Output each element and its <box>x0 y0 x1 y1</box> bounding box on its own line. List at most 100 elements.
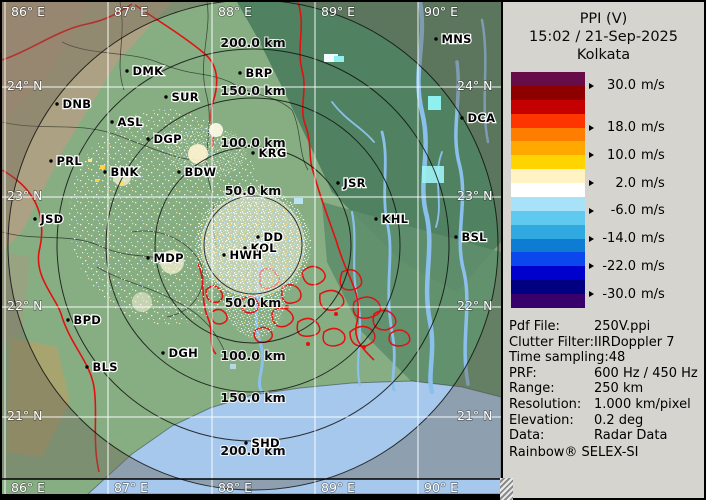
city-dot <box>85 365 89 369</box>
range-ring-label: 200.0 km <box>220 443 285 458</box>
legend-band <box>511 155 585 170</box>
city-label: BDW <box>185 165 217 179</box>
city-dot <box>33 217 37 221</box>
legend-tick-arrow-icon <box>589 124 594 131</box>
latitude-label: 24° N <box>457 78 492 93</box>
metadata-row: Pdf File: 250V.ppi <box>509 319 701 335</box>
city-label: DD <box>264 230 284 244</box>
longitude-label: 89° E <box>321 480 355 494</box>
city-dot <box>161 351 165 355</box>
metadata-key: Data: <box>509 428 545 444</box>
radar-map: 86° E 86° E 87° E 87° E 88° E 88° E 89° E 89° E… <box>2 2 501 494</box>
city-label: MDP <box>154 251 184 265</box>
legend-label: 30.0 m/s <box>589 78 665 93</box>
longitude-label: 89° E <box>321 4 355 19</box>
city-dot <box>374 217 378 221</box>
latitude-label: 24° N <box>7 78 42 93</box>
metadata-value: 0.2 deg <box>594 412 644 428</box>
legend-label: -22.0 m/s <box>589 259 665 274</box>
metadata-value: 48 <box>608 350 626 366</box>
city-label: DCA <box>468 111 496 125</box>
legend-tick-arrow-icon <box>589 152 594 159</box>
radar-map-canvas: 86° E 86° E 87° E 87° E 88° E 88° E 89° E 89° E… <box>2 2 501 494</box>
metadata-row: Elevation: 0.2 deg <box>509 413 701 429</box>
city-label: KRG <box>259 146 287 160</box>
velocity-colorbar <box>511 72 585 308</box>
city-dot <box>66 318 70 322</box>
city-dot <box>146 137 150 141</box>
metadata-row: Data: Radar Data <box>509 428 701 444</box>
metadata-key: PRF: <box>509 365 537 381</box>
station-name: Kolkata <box>576 47 631 63</box>
metadata-value: IIRDoppler 7 <box>594 334 675 350</box>
legend-band <box>511 72 585 86</box>
out-of-range-mask <box>2 2 501 490</box>
range-ring-labels: 200.0 km 150.0 km 100.0 km 50.0 km 50.0 km 10… <box>219 34 286 459</box>
longitude-label: 87° E <box>114 480 148 494</box>
resize-grip[interactable] <box>500 478 513 500</box>
legend-band <box>511 252 585 267</box>
city-dot <box>434 37 438 41</box>
longitude-label: 86° E <box>11 4 45 19</box>
metadata-value: Radar Data <box>594 428 668 444</box>
city-label: BPD <box>74 313 102 327</box>
product-metadata: Pdf File: 250V.ppi Clutter Filter: IIRDoppl… <box>509 319 701 460</box>
latitude-label: 23° N <box>7 188 42 203</box>
range-ring-label: 50.0 km <box>225 295 282 310</box>
longitude-label: 87° E <box>114 4 148 19</box>
city-dot <box>336 181 340 185</box>
velocity-legend-labels: 30.0 m/s 18.0 m/s 10.0 m/s 2.0 m/s -6.0 m/s -14.0 m… <box>503 2 704 498</box>
legend-band <box>511 113 585 128</box>
product-title: PPI (V) 15:02 / 21-Sep-2025 Kolkata <box>503 10 704 64</box>
legend-tick-arrow-icon <box>589 207 594 214</box>
city-dot <box>49 159 53 163</box>
product-type: PPI (V) <box>579 11 628 27</box>
city-label: JSR <box>343 176 366 190</box>
metadata-key: Pdf File: <box>509 319 560 334</box>
city-label: BSL <box>462 230 488 244</box>
city-label: PRL <box>57 154 83 168</box>
legend-label: 18.0 m/s <box>589 120 665 135</box>
city-label: MNS <box>442 32 472 46</box>
longitude-label: 90° E <box>424 480 458 494</box>
city-label: KHL <box>382 212 409 226</box>
legend-band <box>511 183 585 197</box>
legend-label: -30.0 m/s <box>589 287 665 302</box>
metadata-key: Resolution: <box>509 396 582 412</box>
range-ring-label: 150.0 km <box>220 390 285 405</box>
legend-band <box>511 294 585 308</box>
range-ring <box>56 48 450 442</box>
legend-tick-arrow-icon <box>589 263 594 270</box>
city-markers: MNS DMK BRP SUR DNB DCA ASL DGP KRG PRL BNK BDW JSR J… <box>33 31 496 451</box>
city-label: DGP <box>154 132 182 146</box>
city-dot <box>222 253 226 257</box>
range-ring-label: 150.0 km <box>220 83 285 98</box>
legend-label: -6.0 m/s <box>589 203 665 218</box>
city-label: BNK <box>111 165 140 179</box>
city-dot <box>146 256 150 260</box>
range-ring <box>105 97 401 393</box>
city-label: ASL <box>118 115 144 129</box>
legend-band <box>511 141 585 156</box>
range-ring-label: 50.0 km <box>225 183 282 198</box>
metadata-key: Range: <box>509 381 555 397</box>
latitude-label: 22° N <box>7 298 42 313</box>
range-rings <box>7 2 499 491</box>
metadata-key: Clutter Filter: <box>509 334 594 350</box>
city-label: JSD <box>40 212 64 226</box>
longitude-label: 88° E <box>218 4 252 19</box>
city-dot <box>177 170 181 174</box>
metadata-key: Elevation: <box>509 412 574 428</box>
city-dot <box>164 95 168 99</box>
city-dot <box>256 235 260 239</box>
city-dot <box>251 151 255 155</box>
city-dot <box>110 120 114 124</box>
city-label: DGH <box>169 346 199 360</box>
range-ring <box>154 146 352 344</box>
city-label: BRP <box>246 66 273 80</box>
range-ring <box>203 195 303 295</box>
metadata-row: Clutter Filter: IIRDoppler 7 <box>509 335 701 351</box>
city-label: DMK <box>133 64 165 78</box>
city-label: KOL <box>251 241 278 255</box>
range-ring-label: 200.0 km <box>220 35 285 50</box>
